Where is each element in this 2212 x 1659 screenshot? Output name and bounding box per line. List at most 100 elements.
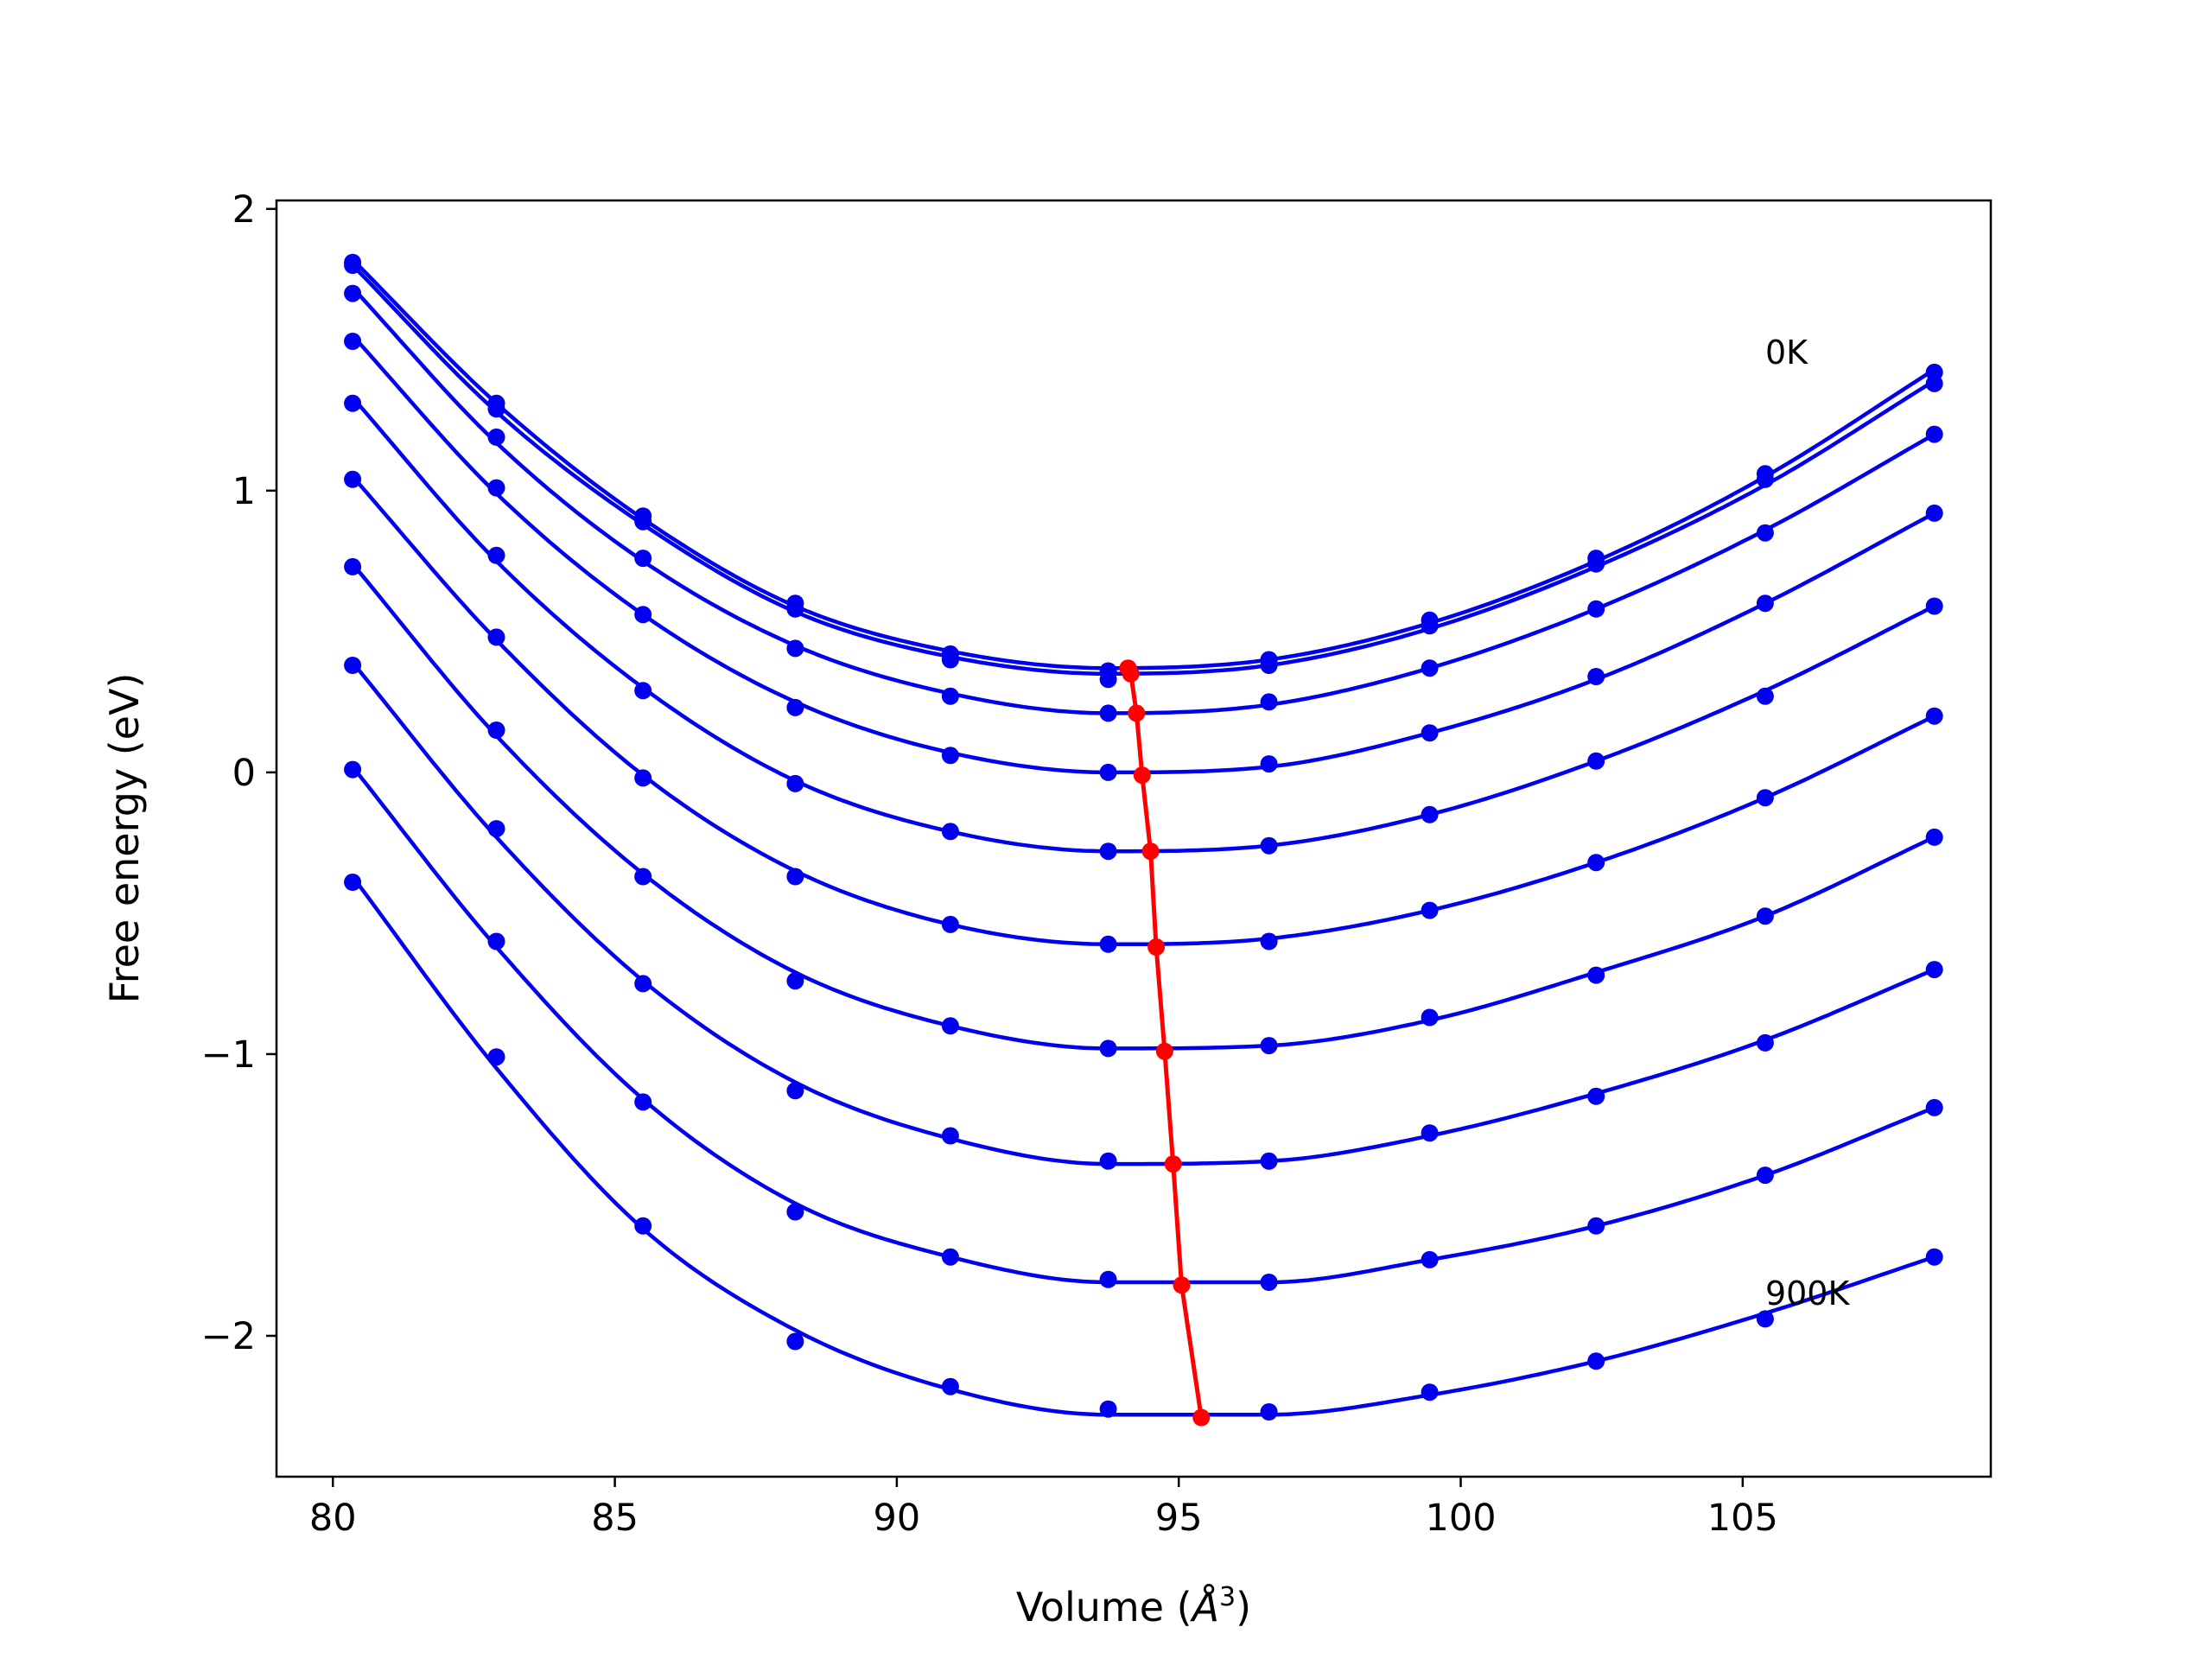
data-point-10-7	[1260, 1403, 1278, 1421]
data-point-7-3	[634, 868, 652, 886]
data-point-7-11	[1925, 828, 1943, 846]
data-point-4-7	[1260, 755, 1278, 773]
x-tick-label-100: 100	[1425, 1497, 1496, 1540]
data-point-5-7	[1260, 836, 1278, 855]
data-point-9-2	[487, 932, 505, 950]
data-point-8-10	[1756, 1033, 1774, 1052]
data-point-7-7	[1260, 1037, 1278, 1055]
data-point-10-6	[1099, 1400, 1117, 1418]
data-point-7-2	[487, 721, 505, 739]
data-point-6-7	[1260, 932, 1278, 950]
data-point-10-11	[1925, 1248, 1943, 1266]
data-point-9-9	[1587, 1217, 1605, 1235]
data-point-6-8	[1421, 901, 1439, 919]
data-point-4-4	[786, 698, 804, 716]
data-point-2-2	[487, 400, 505, 418]
data-point-7-9	[1587, 966, 1605, 984]
data-point-9-6	[1099, 1270, 1117, 1288]
data-point-6-2	[487, 628, 505, 646]
data-point-7-5	[941, 1017, 959, 1035]
data-point-2-6	[1099, 671, 1117, 689]
data-point-9-5	[941, 1248, 959, 1266]
data-point-5-8	[1421, 805, 1439, 823]
y-tick-label-4: −2	[201, 1315, 256, 1358]
data-point-9-11	[1925, 1098, 1943, 1116]
data-point-7-6	[1099, 1039, 1117, 1058]
data-point-5-3	[634, 682, 652, 700]
x-axis-title-close: )	[1236, 1584, 1251, 1630]
equilibrium-point-9	[1173, 1276, 1191, 1294]
data-point-2-9	[1587, 555, 1605, 573]
data-point-2-4	[786, 600, 804, 618]
fit-curve-10	[351, 875, 1936, 1417]
data-point-4-3	[634, 606, 652, 624]
equilibrium-point-4	[1133, 766, 1151, 785]
data-point-9-4	[786, 1203, 804, 1221]
data-point-2-11	[1925, 374, 1943, 392]
data-point-6-11	[1925, 707, 1943, 725]
data-point-7-4	[786, 972, 804, 990]
data-point-7-8	[1421, 1008, 1439, 1027]
x-axis-title: Volume (Å3)	[1016, 1582, 1251, 1630]
data-point-10-5	[941, 1377, 959, 1395]
data-point-3-7	[1260, 693, 1278, 711]
data-point-10-3	[634, 1217, 652, 1235]
x-tick-label-105: 105	[1707, 1497, 1778, 1540]
equilibrium-line	[1126, 667, 1204, 1418]
data-point-6-9	[1587, 854, 1605, 872]
data-point-8-1	[344, 657, 362, 674]
data-point-5-4	[786, 774, 804, 792]
data-point-2-7	[1260, 657, 1278, 674]
data-point-5-5	[941, 823, 959, 841]
data-point-3-1	[344, 284, 362, 302]
data-point-10-8	[1421, 1383, 1439, 1402]
data-point-9-1	[344, 760, 362, 779]
data-point-8-8	[1421, 1124, 1439, 1142]
fit-curve-8	[351, 661, 1936, 1166]
data-point-5-2	[487, 546, 505, 564]
data-point-8-11	[1925, 961, 1943, 979]
data-point-6-6	[1099, 935, 1117, 953]
equilibrium-point-8	[1164, 1155, 1182, 1173]
data-point-5-10	[1756, 687, 1774, 705]
data-point-6-10	[1756, 789, 1774, 807]
data-point-2-8	[1421, 617, 1439, 635]
fit-curve-1	[351, 257, 1936, 671]
equilibrium-point-7	[1155, 1042, 1173, 1060]
data-point-6-5	[941, 915, 959, 933]
x-axis-title-text: Volume (	[1016, 1584, 1192, 1630]
equilibrium-point-10	[1192, 1408, 1211, 1427]
plot-area	[344, 253, 1943, 1427]
data-point-3-2	[487, 428, 505, 446]
data-point-6-4	[786, 868, 804, 886]
data-point-4-2	[487, 479, 505, 497]
equilibrium-point-2	[1122, 664, 1140, 683]
data-point-5-9	[1587, 752, 1605, 770]
x-tick-label-95: 95	[1155, 1497, 1203, 1540]
equilibrium-point-6	[1147, 938, 1166, 956]
annotation-label-1: 0K	[1765, 334, 1808, 372]
data-point-4-11	[1925, 504, 1943, 522]
data-point-3-6	[1099, 704, 1117, 722]
y-tick-label-1: 1	[232, 470, 256, 513]
data-point-9-10	[1756, 1166, 1774, 1185]
data-point-3-11	[1925, 425, 1943, 443]
data-point-8-6	[1099, 1152, 1117, 1170]
data-point-4-9	[1587, 668, 1605, 685]
data-point-3-10	[1756, 524, 1774, 542]
data-point-8-5	[941, 1127, 959, 1145]
data-point-2-1	[344, 257, 362, 274]
data-point-8-4	[786, 1082, 804, 1100]
data-point-9-8	[1421, 1250, 1439, 1268]
data-point-6-3	[634, 769, 652, 787]
data-point-4-1	[344, 333, 362, 350]
data-point-3-9	[1587, 600, 1605, 618]
fit-curve-2	[351, 264, 1936, 677]
y-tick-label-3: −1	[201, 1033, 256, 1077]
data-point-3-8	[1421, 659, 1439, 677]
data-point-7-10	[1756, 907, 1774, 925]
x-axis-title-exponent: 3	[1219, 1582, 1236, 1612]
data-point-3-4	[786, 639, 804, 658]
x-tick-label-80: 80	[309, 1497, 357, 1540]
